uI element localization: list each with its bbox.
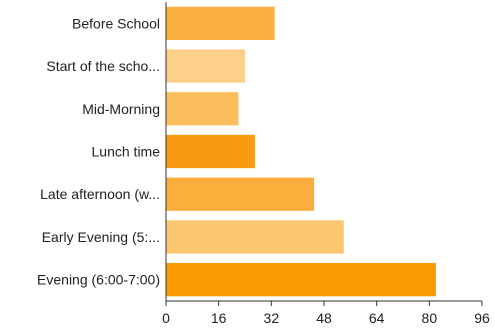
bar xyxy=(166,6,275,41)
x-tick-label: 80 xyxy=(422,310,438,326)
bar xyxy=(166,134,255,169)
bar xyxy=(166,220,344,254)
x-tick-label: 96 xyxy=(474,310,490,326)
bar xyxy=(166,177,315,211)
category-label: Early Evening (5:... xyxy=(42,229,160,245)
bars-group xyxy=(166,6,436,297)
category-label: Evening (6:00-7:00) xyxy=(37,272,160,288)
category-label: Late afternoon (w... xyxy=(40,186,160,202)
category-label: Mid-Morning xyxy=(82,101,160,117)
category-label: Before School xyxy=(72,15,160,31)
x-tick-label: 16 xyxy=(211,310,227,326)
category-labels: Before School Start of the scho... Mid-Mor… xyxy=(37,15,160,287)
x-tick-label: 48 xyxy=(316,310,332,326)
bar xyxy=(166,92,239,126)
x-axis-ticks: 0 16 32 48 64 80 96 xyxy=(162,301,490,326)
x-tick-label: 32 xyxy=(264,310,280,326)
x-tick-label: 64 xyxy=(369,310,385,326)
bar xyxy=(166,262,436,297)
bar xyxy=(166,49,245,83)
category-label: Start of the scho... xyxy=(46,58,160,74)
category-label: Lunch time xyxy=(92,144,161,160)
x-tick-label: 0 xyxy=(162,310,170,326)
